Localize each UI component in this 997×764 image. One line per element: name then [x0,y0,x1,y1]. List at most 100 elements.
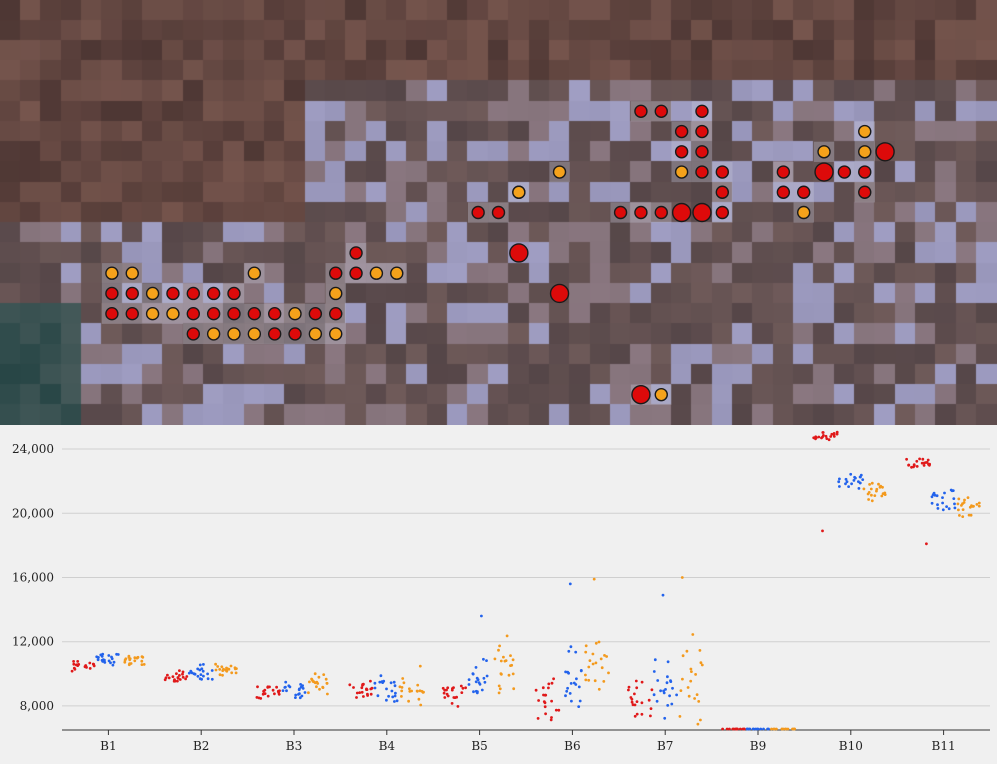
red-pixel-marker[interactable] [349,246,363,260]
data-point [312,680,316,684]
orange-pixel-marker[interactable] [206,327,221,341]
orange-pixel-marker[interactable] [145,286,160,301]
orange-pixel-marker[interactable] [227,327,241,341]
selected-pixel-marker[interactable] [549,283,570,304]
red-pixel-marker[interactable] [105,306,119,321]
red-pixel-marker[interactable] [797,185,811,199]
red-pixel-marker[interactable] [695,124,709,139]
pixel-marker-layer[interactable] [0,0,997,425]
selected-pixel-marker[interactable] [814,162,834,182]
orange-pixel-marker[interactable] [329,327,343,341]
data-point [100,655,104,658]
data-point [588,659,592,662]
band-scatter-chart[interactable]: 8,000 12,000 16,000 20,000 24,000 B1 B2 B3 B4 B5… [0,425,997,764]
orange-pixel-marker[interactable] [654,387,668,402]
data-point [577,685,581,689]
red-pixel-marker[interactable] [471,205,485,220]
red-pixel-marker[interactable] [206,306,221,321]
orange-pixel-marker[interactable] [390,266,404,280]
data-point [202,674,205,678]
red-pixel-marker[interactable] [186,306,200,321]
red-pixel-marker[interactable] [858,165,872,179]
red-pixel-marker[interactable] [634,104,648,119]
orange-pixel-marker[interactable] [247,327,262,341]
data-point [129,662,133,665]
red-pixel-marker[interactable] [288,327,302,341]
red-pixel-marker[interactable] [186,286,200,301]
orange-pixel-marker[interactable] [369,266,384,280]
red-pixel-marker[interactable] [227,306,241,321]
selected-pixel-marker[interactable] [631,384,651,405]
red-pixel-marker[interactable] [329,266,343,280]
orange-pixel-marker[interactable] [512,185,526,199]
red-pixel-marker[interactable] [206,286,221,301]
orange-pixel-marker[interactable] [145,306,160,321]
red-pixel-marker[interactable] [125,306,139,321]
data-point [852,479,856,482]
data-point [77,663,81,666]
orange-pixel-marker[interactable] [288,306,302,321]
data-point [541,686,545,690]
red-pixel-marker[interactable] [695,145,709,159]
red-pixel-marker[interactable] [674,145,689,159]
red-pixel-marker[interactable] [166,286,180,301]
red-pixel-marker[interactable] [267,306,282,321]
orange-pixel-marker[interactable] [858,124,872,139]
selected-pixel-marker[interactable] [671,202,692,223]
red-pixel-marker[interactable] [247,306,262,321]
red-pixel-marker[interactable] [227,286,241,301]
data-point [822,434,825,437]
data-point [443,696,447,699]
data-point [597,640,601,644]
x-tick-label: B11 [932,739,956,753]
red-pixel-marker[interactable] [329,306,343,321]
data-point [681,677,684,681]
red-pixel-marker[interactable] [634,205,648,220]
red-pixel-marker[interactable] [674,124,689,139]
red-pixel-marker[interactable] [349,266,363,280]
data-point [297,688,301,692]
red-pixel-marker[interactable] [491,205,506,220]
orange-pixel-marker[interactable] [858,145,872,159]
orange-pixel-marker[interactable] [247,266,262,280]
orange-pixel-marker[interactable] [552,165,567,179]
orange-pixel-marker[interactable] [308,327,323,341]
data-point [391,695,395,699]
red-pixel-marker[interactable] [776,165,791,179]
red-pixel-marker[interactable] [858,185,872,199]
data-point [266,685,270,689]
orange-pixel-marker[interactable] [105,266,119,280]
red-pixel-marker[interactable] [776,185,791,199]
red-pixel-marker[interactable] [267,327,282,341]
red-pixel-marker[interactable] [695,104,709,119]
selected-pixel-marker[interactable] [875,142,895,162]
satellite-image-panel[interactable] [0,0,997,425]
orange-pixel-marker[interactable] [817,145,831,159]
data-point [941,501,944,505]
red-pixel-marker[interactable] [837,165,852,179]
selected-pixel-marker[interactable] [509,243,529,263]
red-pixel-marker[interactable] [695,165,709,179]
red-pixel-marker[interactable] [186,327,200,341]
red-pixel-marker[interactable] [613,205,628,220]
red-pixel-marker[interactable] [654,104,668,119]
data-point [511,658,515,662]
orange-pixel-marker[interactable] [125,266,139,280]
red-pixel-marker[interactable] [125,286,139,301]
data-point [300,694,304,698]
red-pixel-marker[interactable] [715,185,730,199]
x-tick-label: B9 [750,739,766,753]
y-tick-label: 12,000 [12,635,54,649]
data-point [474,666,478,669]
red-pixel-marker[interactable] [654,205,668,220]
red-pixel-marker[interactable] [715,205,730,220]
orange-pixel-marker[interactable] [674,165,689,179]
orange-pixel-marker[interactable] [166,306,180,321]
orange-pixel-marker[interactable] [797,205,811,220]
red-pixel-marker[interactable] [715,165,730,179]
data-point [603,654,606,657]
red-pixel-marker[interactable] [308,306,323,321]
red-pixel-marker[interactable] [105,286,119,301]
selected-pixel-marker[interactable] [692,202,712,223]
orange-pixel-marker[interactable] [329,286,343,301]
